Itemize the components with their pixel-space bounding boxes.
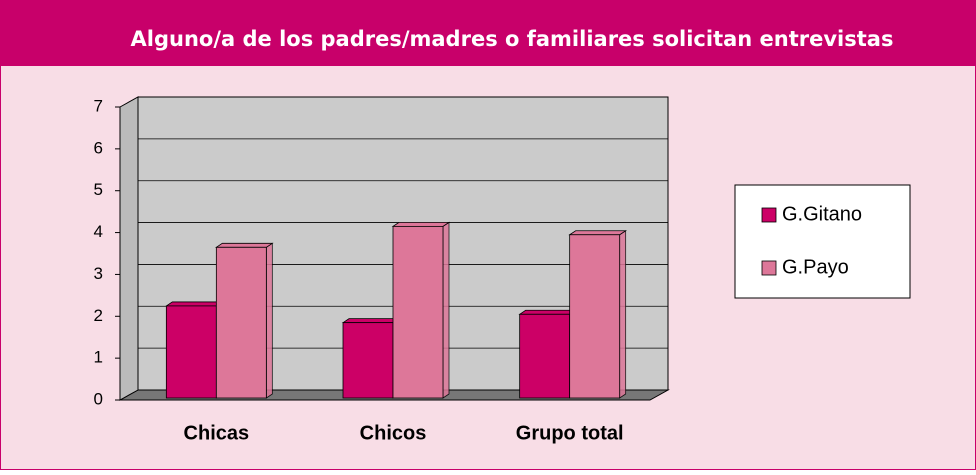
x-tick-label: Chicas [184,422,250,444]
x-tick-label: Chicos [360,422,427,444]
legend-label: G.Gitano [782,203,862,225]
y-tick-label: 2 [94,306,103,325]
bar-top [518,309,577,315]
header-band [0,0,976,66]
bar [215,246,267,399]
legend-label: G.Payo [782,256,849,278]
bar [519,313,571,399]
x-tick-label: Grupo total [516,422,624,444]
bar-top [165,301,224,307]
bar-top [391,221,451,227]
bar-top [568,230,627,236]
y-tick-label: 5 [94,180,103,199]
y-tick-label: 7 [94,96,103,115]
bar-side [442,221,450,399]
legend-swatch [761,260,777,276]
bar [392,225,444,399]
legend-swatch [761,207,777,223]
legend-box [734,184,911,299]
bar-top [341,318,401,324]
y-tick-label: 0 [94,389,103,408]
bar-top [215,242,274,248]
y-tick-label: 4 [94,222,103,241]
bar [342,322,394,399]
bar-side [265,242,273,399]
bar-side [619,230,627,399]
bar [165,305,217,399]
y-tick-label: 3 [94,264,103,283]
side-wall [119,96,139,401]
bar [569,234,621,399]
y-tick-label: 1 [94,348,103,367]
chart-title: Alguno/a de los padres/madres o familiar… [131,27,894,51]
y-tick-label: 6 [94,138,103,157]
